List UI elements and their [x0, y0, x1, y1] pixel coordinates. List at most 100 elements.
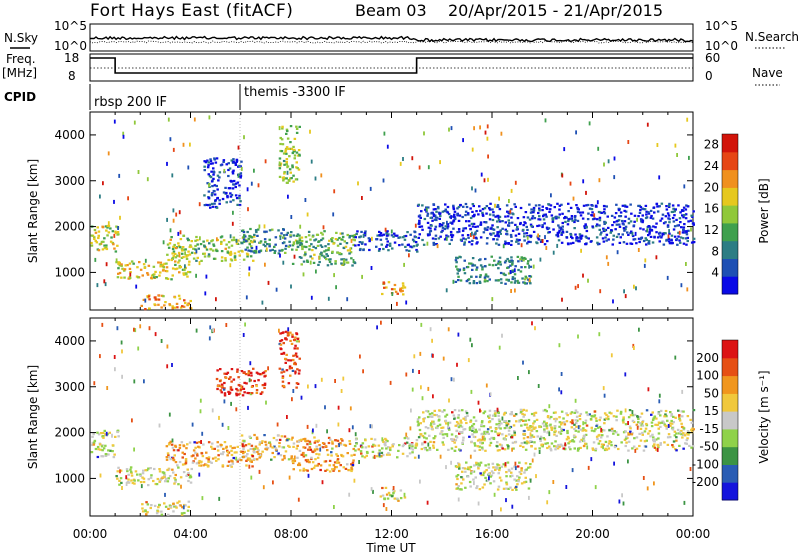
- range-gate-cell: [332, 242, 335, 245]
- range-gate-cell: [631, 447, 634, 450]
- range-gate-cell: [630, 242, 634, 245]
- range-gate-cell: [471, 203, 475, 206]
- range-gate-cell: [264, 159, 267, 164]
- range-gate-cell: [627, 421, 629, 425]
- range-gate-cell: [488, 263, 491, 266]
- range-gate-cell: [558, 425, 561, 428]
- range-gate-cell: [314, 176, 317, 181]
- range-gate-cell: [594, 428, 597, 431]
- range-gate-cell: [456, 207, 459, 210]
- range-gate-cell: [550, 426, 553, 429]
- range-gate-cell: [310, 456, 313, 459]
- range-gate-cell: [207, 253, 211, 256]
- range-gate-cell: [428, 448, 432, 451]
- range-gate-cell: [238, 392, 242, 395]
- range-gate-cell: [476, 439, 480, 442]
- range-gate-cell: [466, 265, 470, 269]
- range-gate-cell: [229, 464, 232, 467]
- range-gate-cell: [656, 143, 659, 147]
- range-gate-cell: [184, 504, 187, 507]
- velocity-ylabel: Slant Range [km]: [26, 365, 40, 469]
- range-gate-cell: [685, 439, 689, 442]
- range-gate-cell: [294, 336, 297, 339]
- range-gate-cell: [206, 204, 210, 207]
- range-gate-cell: [609, 441, 613, 444]
- range-gate-cell: [657, 412, 661, 415]
- range-gate-cell: [350, 238, 353, 243]
- range-gate-cell: [288, 367, 292, 370]
- colorbar-segment: [722, 151, 738, 171]
- range-gate-cell: [181, 305, 184, 308]
- range-gate-cell: [258, 453, 262, 457]
- range-gate-cell: [281, 375, 285, 378]
- range-gate-cell: [317, 462, 320, 466]
- range-gate-cell: [576, 210, 580, 214]
- range-gate-cell: [352, 238, 355, 241]
- range-gate-cell: [637, 421, 640, 424]
- range-gate-cell: [367, 445, 371, 448]
- cpid-label-rbsp: rbsp 200 IF: [94, 95, 167, 110]
- freq-tick-top: 18: [64, 51, 79, 65]
- range-gate-cell: [247, 237, 250, 240]
- range-gate-cell: [309, 442, 312, 445]
- range-gate-cell: [127, 277, 130, 280]
- range-gate-cell: [376, 455, 379, 458]
- range-gate-cell: [633, 413, 637, 416]
- range-gate-cell: [115, 258, 118, 263]
- range-gate-cell: [496, 441, 499, 444]
- range-gate-cell: [640, 423, 644, 426]
- range-gate-cell: [159, 271, 162, 274]
- range-gate-cell: [456, 477, 459, 481]
- range-gate-cell: [455, 483, 458, 486]
- range-gate-cell: [638, 327, 640, 332]
- range-gate-cell: [677, 409, 680, 412]
- range-gate-cell: [241, 450, 244, 453]
- range-gate-cell: [203, 169, 206, 172]
- range-gate-cell: [283, 435, 287, 438]
- range-gate-cell: [481, 486, 485, 489]
- range-gate-cell: [327, 243, 330, 246]
- range-gate-cell: [403, 286, 407, 289]
- range-gate-cell: [577, 236, 580, 239]
- range-gate-cell: [618, 499, 621, 504]
- nave-label: Nave: [752, 66, 783, 80]
- range-gate-cell: [437, 207, 440, 210]
- power-scatter: [90, 115, 696, 311]
- range-gate-cell: [614, 212, 618, 215]
- range-gate-cell: [441, 441, 444, 444]
- range-gate-cell: [642, 208, 645, 211]
- range-gate-cell: [320, 245, 324, 248]
- range-gate-cell: [474, 236, 478, 239]
- range-gate-cell: [638, 444, 641, 448]
- range-gate-cell: [152, 479, 155, 483]
- range-gate-cell: [504, 282, 507, 285]
- range-gate-cell: [308, 245, 311, 248]
- range-gate-cell: [172, 245, 175, 248]
- range-gate-cell: [285, 132, 288, 135]
- range-gate-cell: [537, 235, 541, 238]
- range-gate-cell: [113, 233, 116, 238]
- range-gate-cell: [645, 210, 648, 213]
- range-gate-cell: [309, 448, 313, 451]
- range-gate-cell: [289, 235, 292, 238]
- range-gate-cell: [555, 215, 558, 218]
- range-gate-cell: [197, 461, 200, 464]
- range-gate-cell: [291, 397, 293, 402]
- range-gate-cell: [675, 432, 678, 435]
- range-gate-cell: [213, 447, 216, 450]
- range-gate-cell: [159, 265, 162, 268]
- range-gate-cell: [208, 242, 211, 245]
- range-gate-cell: [530, 208, 533, 211]
- range-gate-cell: [316, 448, 319, 451]
- range-gate-cell: [450, 438, 453, 441]
- range-gate-cell: [130, 260, 134, 263]
- range-gate-cell: [207, 173, 210, 176]
- range-gate-cell: [219, 368, 222, 371]
- range-gate-cell: [685, 233, 689, 236]
- range-gate-cell: [549, 447, 552, 450]
- range-gate-cell: [325, 253, 328, 256]
- range-gate-cell: [624, 444, 627, 448]
- range-gate-cell: [529, 478, 532, 483]
- range-gate-cell: [232, 378, 236, 381]
- range-gate-cell: [286, 231, 290, 234]
